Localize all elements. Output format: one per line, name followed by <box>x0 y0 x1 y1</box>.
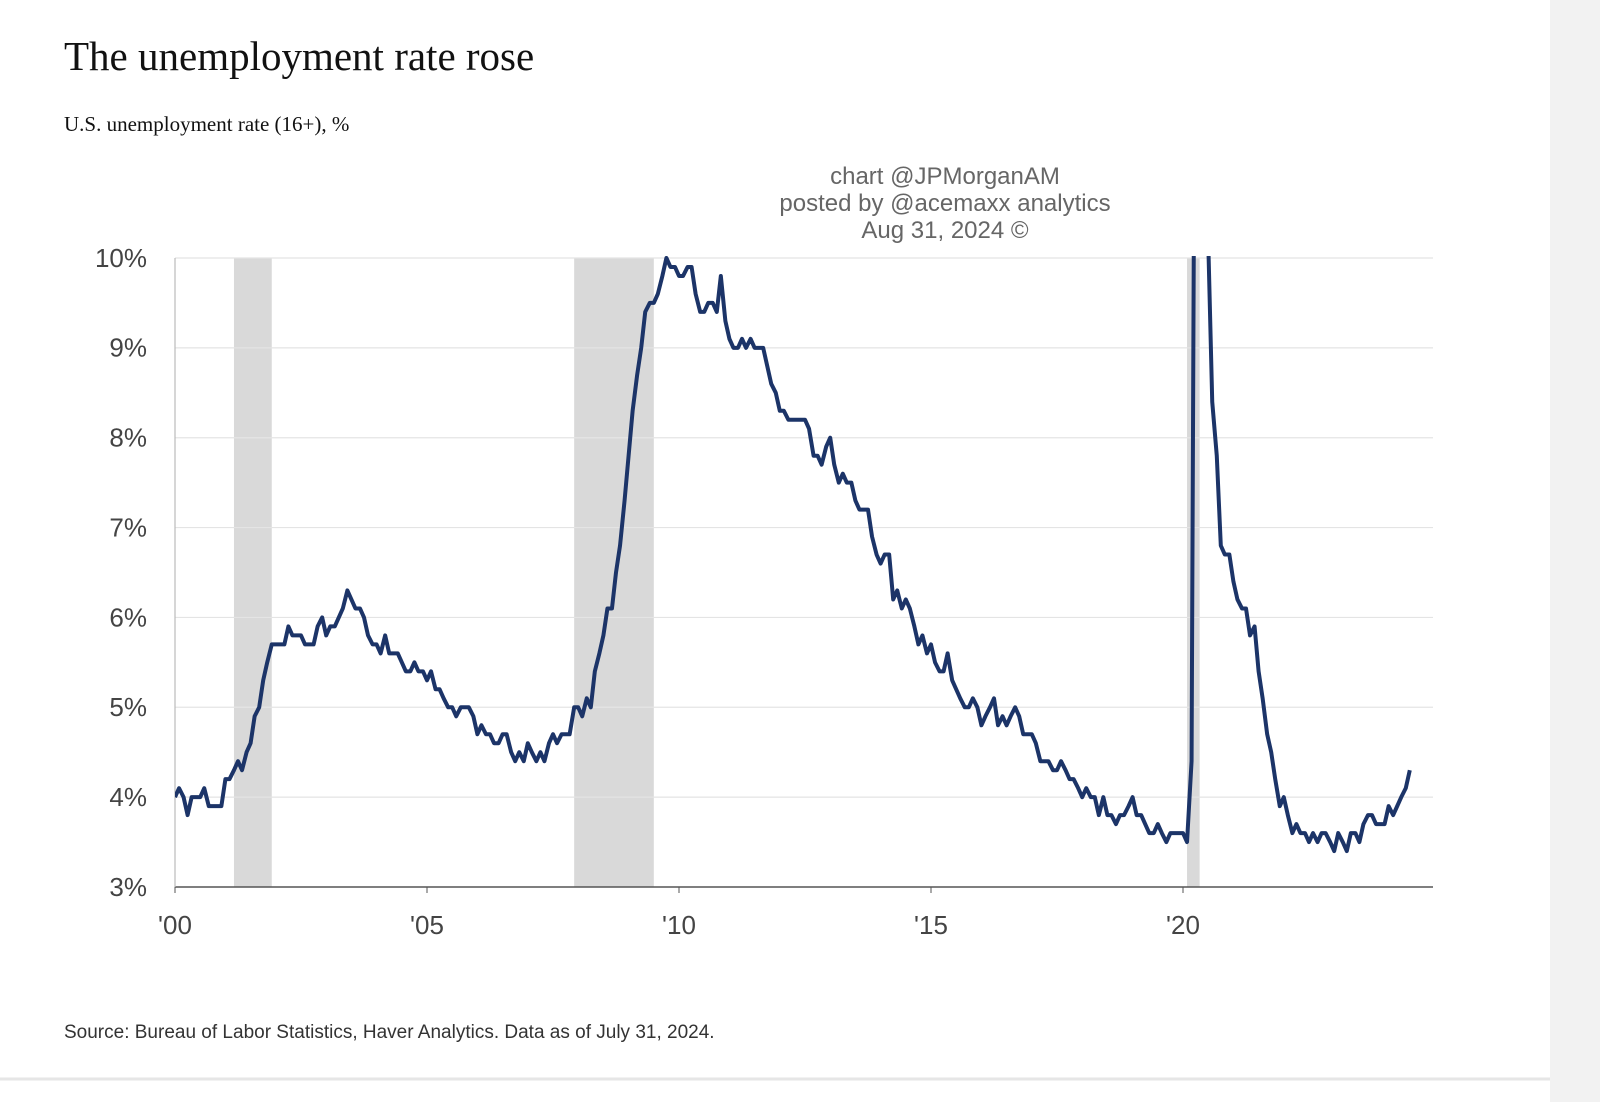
chart-title: The unemployment rate rose <box>64 33 534 79</box>
chart-subtitle: U.S. unemployment rate (16+), % <box>64 112 349 136</box>
watermark: posted by @acemaxx analytics <box>779 190 1110 217</box>
y-tick-label: 10% <box>95 243 147 273</box>
x-tick-label: '05 <box>410 910 444 940</box>
data-line <box>175 256 1412 854</box>
side-strip <box>1550 0 1600 1102</box>
source-note: Source: Bureau of Labor Statistics, Have… <box>64 1022 715 1043</box>
y-tick-label: 4% <box>109 782 147 812</box>
y-tick-label: 5% <box>109 692 147 722</box>
y-tick-label: 6% <box>109 602 147 632</box>
y-tick-label: 8% <box>109 423 147 453</box>
recession-band <box>233 258 272 887</box>
x-tick-label: '15 <box>914 910 948 940</box>
y-tick-label: 9% <box>109 333 147 363</box>
y-tick-label: 3% <box>109 872 147 902</box>
x-tick-label: '20 <box>1166 910 1200 940</box>
x-tick-label: '00 <box>158 910 192 940</box>
watermark: Aug 31, 2024 © <box>861 217 1028 244</box>
x-tick-label: '10 <box>662 910 696 940</box>
watermark: chart @JPMorganAM <box>830 163 1060 190</box>
y-tick-label: 7% <box>109 512 147 542</box>
